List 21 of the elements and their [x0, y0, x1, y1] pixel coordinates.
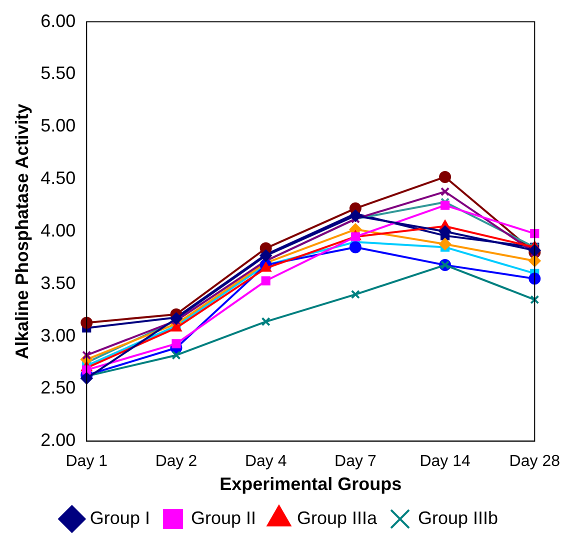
y-tick-label: 3.50 [40, 272, 76, 293]
y-tick-label: 5.50 [40, 63, 76, 84]
x-tick-label: Day 1 [66, 453, 108, 470]
y-axis-title: Alkaline Phosphatase Activity [12, 104, 32, 360]
x-tick-label: Day 14 [420, 453, 470, 470]
legend-label: Group I [90, 508, 150, 528]
y-tick-label: 4.00 [40, 220, 76, 240]
y-tick-label: 4.50 [40, 168, 76, 188]
y-tick-label: 5.00 [40, 116, 76, 136]
legend-label: Group II [190, 508, 256, 528]
y-tick-label: 6.00 [40, 10, 76, 31]
y-tick-label: 2.50 [40, 378, 76, 398]
legend-label: Group IIIa [296, 508, 378, 528]
x-tick-label: Day 2 [155, 453, 198, 470]
x-tick-label: Day 4 [244, 453, 287, 470]
x-tick-label: Day 7 [334, 453, 376, 470]
x-axis-title: Experimental Groups [220, 474, 402, 494]
y-tick-label: 3.00 [40, 325, 76, 346]
y-tick-label: 2.00 [40, 430, 76, 450]
x-tick-label: Day 28 [509, 453, 560, 470]
legend-label: Group IIIb [418, 508, 498, 528]
